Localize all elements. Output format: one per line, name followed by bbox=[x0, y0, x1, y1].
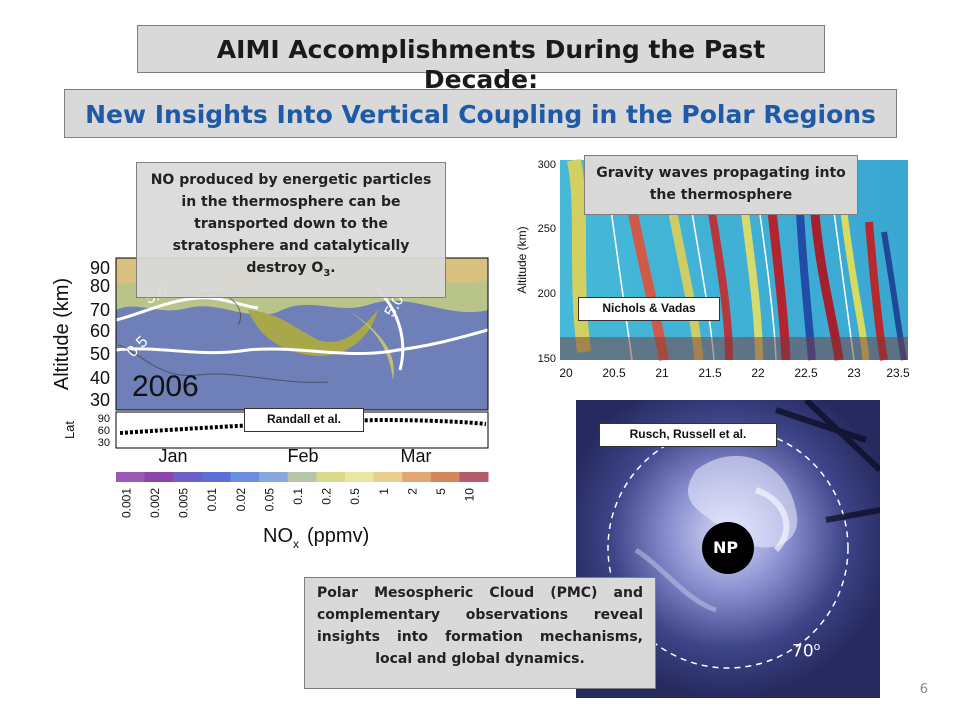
gw-x-tick: 23 bbox=[847, 366, 861, 380]
gw-x-tick: 22 bbox=[751, 366, 765, 380]
colorbar-tick: 10 bbox=[463, 488, 477, 502]
colorbar-label: NOx (ppmv) bbox=[263, 525, 369, 550]
gw-y-tick: 150 bbox=[538, 353, 556, 365]
page-number: 6 bbox=[919, 682, 928, 697]
no-y-axis-label: Altitude (km) bbox=[51, 278, 73, 390]
colorbar-swatch bbox=[373, 472, 403, 482]
pmc-note: Polar Mesospheric Cloud (PMC) and comple… bbox=[304, 577, 656, 689]
colorbar-swatch bbox=[230, 472, 260, 482]
colorbar-swatch bbox=[116, 472, 146, 482]
no-y-tick: 90 bbox=[90, 258, 110, 278]
gw-x-tick: 21 bbox=[655, 366, 669, 380]
gw-y-axis-label: Altitude (km) bbox=[515, 226, 529, 293]
lat-tick: 60 bbox=[98, 425, 110, 437]
gravity-wave-note: Gravity waves propagating into the therm… bbox=[584, 155, 858, 215]
no-y-tick: 70 bbox=[90, 300, 110, 320]
lat-tick: 90 bbox=[98, 413, 110, 425]
no-y-tick: 30 bbox=[90, 390, 110, 410]
colorbar-swatch bbox=[173, 472, 203, 482]
gw-x-tick: 23.5 bbox=[886, 366, 910, 380]
colorbar-tick: 5 bbox=[434, 488, 448, 495]
colorbar-tick: 0.05 bbox=[262, 488, 276, 512]
colorbar-swatch bbox=[316, 472, 346, 482]
slide-subtitle: New Insights Into Vertical Coupling in t… bbox=[64, 89, 897, 138]
no-y-tick: 40 bbox=[90, 368, 110, 388]
colorbar-tick: 2 bbox=[405, 488, 419, 495]
colorbar-swatch bbox=[259, 472, 289, 482]
month-tick: Jan bbox=[158, 446, 187, 466]
gw-y-tick: 250 bbox=[538, 223, 556, 235]
lat-axis-label: Lat bbox=[62, 421, 77, 439]
year-label: 2006 bbox=[132, 370, 199, 403]
colorbar-swatch bbox=[201, 472, 231, 482]
colorbar-tick: 0.5 bbox=[348, 488, 362, 505]
lat-tick: 30 bbox=[98, 437, 110, 449]
gw-x-tick: 21.5 bbox=[698, 366, 722, 380]
colorbar-tick: 0.2 bbox=[320, 488, 334, 505]
no-colorbar: 0.001 0.002 0.005 0.01 0.02 0.05 0.1 0.2 0.5 1 2 5 1… bbox=[116, 472, 489, 518]
month-tick: Mar bbox=[401, 446, 432, 466]
no-transport-note: NO produced by energetic particles in th… bbox=[136, 162, 446, 298]
randall-credit: Randall et al. bbox=[244, 408, 364, 432]
colorbar-swatch bbox=[430, 472, 460, 482]
colorbar-swatch bbox=[402, 472, 432, 482]
colorbar-tick: 1 bbox=[377, 488, 391, 495]
north-pole-label: NP bbox=[713, 538, 739, 557]
no-y-tick: 60 bbox=[90, 321, 110, 341]
nichols-vadas-credit: Nichols & Vadas bbox=[578, 297, 720, 321]
gw-y-tick: 200 bbox=[538, 288, 556, 300]
month-tick: Feb bbox=[287, 446, 318, 466]
title-line-2: Decade: bbox=[423, 65, 539, 94]
colorbar-swatch bbox=[287, 472, 317, 482]
colorbar-swatch bbox=[344, 472, 375, 482]
colorbar-tick: 0.002 bbox=[148, 488, 162, 518]
latitude-70-label: 70o bbox=[792, 640, 821, 662]
gw-x-tick: 20.5 bbox=[602, 366, 626, 380]
no-y-tick: 50 bbox=[90, 344, 110, 364]
slide-title: AIMI Accomplishments During the Past Dec… bbox=[137, 25, 825, 94]
colorbar-swatch bbox=[144, 472, 174, 482]
colorbar-swatch bbox=[459, 472, 489, 482]
title-line-1: AIMI Accomplishments During the Past bbox=[216, 35, 766, 64]
pmc-polar-image bbox=[576, 400, 880, 698]
colorbar-tick: 0.001 bbox=[119, 488, 133, 518]
colorbar-tick: 0.1 bbox=[291, 488, 305, 505]
colorbar-tick: 0.01 bbox=[205, 488, 219, 512]
gw-y-tick: 300 bbox=[538, 159, 556, 171]
gw-x-tick: 20 bbox=[559, 366, 573, 380]
colorbar-tick: 0.005 bbox=[177, 488, 191, 518]
no-y-tick: 80 bbox=[90, 276, 110, 296]
gw-x-tick: 22.5 bbox=[794, 366, 818, 380]
colorbar-tick: 0.02 bbox=[234, 488, 248, 512]
rusch-russell-credit: Rusch, Russell et al. bbox=[599, 423, 777, 447]
